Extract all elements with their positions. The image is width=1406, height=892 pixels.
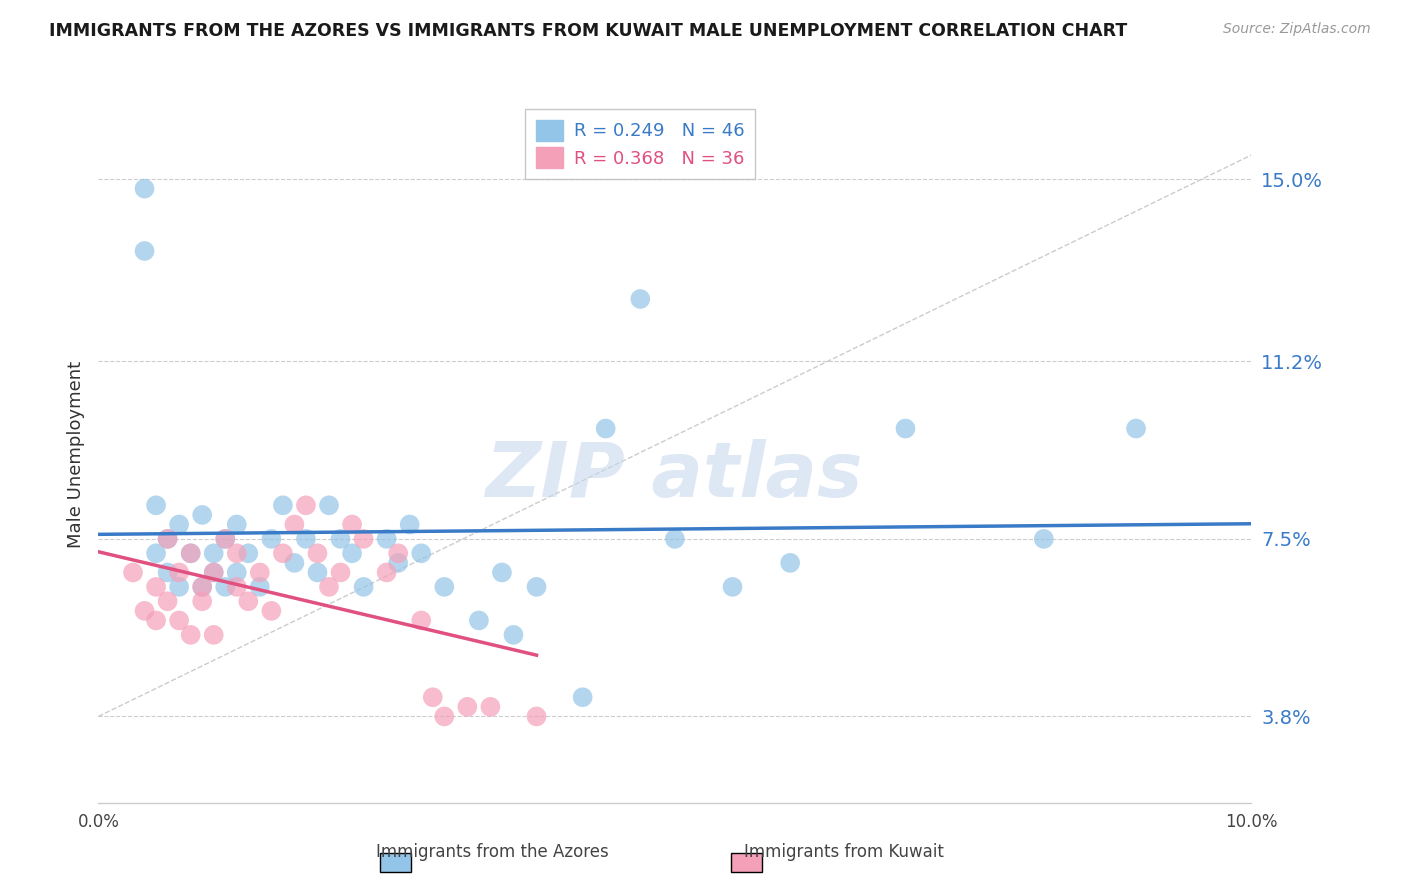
Point — [422, 690, 444, 705]
Point — [145, 546, 167, 560]
Point — [1032, 532, 1054, 546]
Point — [318, 580, 340, 594]
Point — [1125, 421, 1147, 435]
Point — [779, 556, 801, 570]
Point — [340, 546, 363, 560]
Point — [295, 532, 318, 546]
Point — [398, 517, 420, 532]
Point — [571, 690, 593, 705]
Point — [283, 556, 305, 570]
Point — [249, 566, 271, 580]
Point — [156, 532, 179, 546]
Point — [664, 532, 686, 546]
Point — [180, 546, 202, 560]
Point — [894, 421, 917, 435]
Point — [249, 580, 271, 594]
Point — [145, 614, 167, 628]
Point — [353, 532, 375, 546]
Point — [156, 566, 179, 580]
Point — [156, 594, 179, 608]
Point — [191, 580, 214, 594]
Point — [628, 292, 651, 306]
Point — [329, 532, 352, 546]
Point — [433, 709, 456, 723]
Point — [295, 498, 318, 512]
Point — [375, 566, 398, 580]
Point — [214, 532, 236, 546]
Y-axis label: Male Unemployment: Male Unemployment — [66, 361, 84, 549]
Point — [260, 532, 283, 546]
Point — [134, 604, 156, 618]
Point — [167, 517, 190, 532]
Point — [225, 546, 247, 560]
Point — [191, 594, 214, 608]
Point — [214, 532, 236, 546]
Point — [271, 546, 294, 560]
Point — [468, 614, 491, 628]
Point — [307, 546, 329, 560]
Point — [433, 580, 456, 594]
Point — [318, 498, 340, 512]
Point — [411, 546, 433, 560]
Point — [491, 566, 513, 580]
Point — [225, 566, 247, 580]
Point — [156, 532, 179, 546]
Point — [353, 580, 375, 594]
Point — [134, 181, 156, 195]
Point — [202, 628, 225, 642]
Point — [167, 566, 190, 580]
Point — [502, 628, 524, 642]
Point — [411, 614, 433, 628]
Point — [238, 546, 260, 560]
Point — [145, 580, 167, 594]
Point — [122, 566, 145, 580]
Point — [167, 614, 190, 628]
Point — [145, 498, 167, 512]
Point — [271, 498, 294, 512]
Point — [526, 709, 548, 723]
Point — [721, 580, 744, 594]
Point — [329, 566, 352, 580]
Point — [225, 580, 247, 594]
Text: IMMIGRANTS FROM THE AZORES VS IMMIGRANTS FROM KUWAIT MALE UNEMPLOYMENT CORRELATI: IMMIGRANTS FROM THE AZORES VS IMMIGRANTS… — [49, 22, 1128, 40]
Point — [260, 604, 283, 618]
Point — [167, 580, 190, 594]
Point — [340, 517, 363, 532]
Text: Immigrants from the Azores: Immigrants from the Azores — [375, 843, 609, 861]
Point — [180, 546, 202, 560]
Point — [202, 566, 225, 580]
Text: Source: ZipAtlas.com: Source: ZipAtlas.com — [1223, 22, 1371, 37]
Point — [375, 532, 398, 546]
Point — [238, 594, 260, 608]
Point — [595, 421, 617, 435]
Text: ZIP atlas: ZIP atlas — [486, 439, 863, 513]
Point — [180, 628, 202, 642]
Point — [387, 546, 409, 560]
Point — [214, 580, 236, 594]
Point — [134, 244, 156, 258]
Legend: R = 0.249   N = 46, R = 0.368   N = 36: R = 0.249 N = 46, R = 0.368 N = 36 — [526, 109, 755, 178]
Point — [202, 546, 225, 560]
Point — [191, 580, 214, 594]
Point — [456, 699, 478, 714]
Point — [387, 556, 409, 570]
Point — [225, 517, 247, 532]
Point — [283, 517, 305, 532]
Point — [526, 580, 548, 594]
Point — [202, 566, 225, 580]
Text: Immigrants from Kuwait: Immigrants from Kuwait — [744, 843, 943, 861]
Point — [307, 566, 329, 580]
Point — [191, 508, 214, 522]
Point — [479, 699, 502, 714]
